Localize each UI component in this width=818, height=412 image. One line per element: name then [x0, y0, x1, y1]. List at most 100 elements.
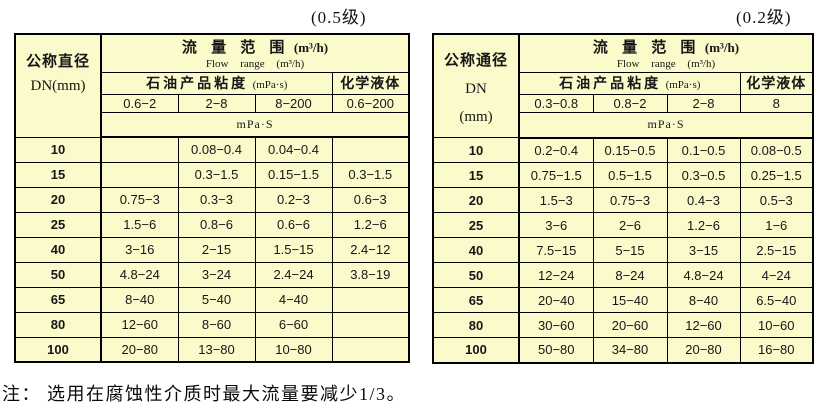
flow-value: 20−40: [518, 287, 594, 313]
flow-value: 2−6: [592, 212, 668, 238]
dn-value: 80: [14, 311, 102, 338]
flow-value: 2.4−24: [254, 261, 333, 288]
dn-header-line: 公称直径: [25, 54, 90, 70]
header-row-flow: 公称直径 DN(mm) 流 量 范 围 (m³/h) Flow range (m…: [14, 33, 410, 138]
flow-value: 50−80: [518, 337, 594, 363]
flow-value: 10−60: [739, 312, 814, 338]
flow-value: [100, 136, 179, 163]
table-row: 10 0.2−0.4 0.15−0.5 0.1−0.5 0.08−0.5: [432, 137, 814, 163]
dn-column-header: 公称通径 DN (mm): [432, 33, 520, 138]
flow-value: [331, 136, 410, 163]
accuracy-class-title-0-2: (0.2级): [736, 8, 792, 27]
dn-value: 65: [432, 287, 520, 313]
flow-value: 1.5−6: [100, 211, 179, 238]
flow-range-title-cn: 流 量 范 围: [592, 39, 701, 57]
viscosity-unit-row: mPa·S: [100, 111, 410, 138]
flow-value: [331, 311, 410, 338]
flow-value: 4.8−24: [100, 261, 179, 288]
flow-value: 20−80: [100, 336, 179, 363]
dn-value: 25: [14, 211, 102, 238]
petroleum-viscosity-unit: (mPa·s): [665, 79, 701, 92]
header-row-flow: 公称通径 DN (mm) 流 量 范 围 (m³/h) Flow range (…: [432, 33, 814, 138]
dn-value: 10: [14, 136, 102, 163]
header-row-viscosity-ranges: 0.6−2 2−8 8−200 0.6−200: [15, 93, 410, 113]
footnote: 注： 选用在腐蚀性介质时最大流量要减少1/3。: [2, 384, 406, 404]
header-row-media: 石油产品粘度 (mPa·s) 化学液体: [15, 71, 410, 95]
viscosity-unit-row: mPa·S: [518, 111, 814, 139]
flow-value: 0.75−3: [592, 187, 668, 213]
dn-value: 100: [432, 337, 520, 363]
flow-value: 6.5−40: [739, 287, 814, 313]
flow-value: 1.5−15: [254, 236, 333, 263]
table-row: 20 0.75−3 0.3−3 0.2−3 0.6−3: [14, 186, 410, 213]
flow-range-title-cn: 流 量 范 围: [181, 39, 290, 57]
flow-value: 0.8−6: [177, 211, 256, 238]
table-row: 80 30−60 20−60 12−60 10−60: [432, 312, 814, 338]
chemical-liquid-header: 化学液体: [331, 71, 410, 95]
flow-value: 6−60: [254, 311, 333, 338]
flow-value: 0.3−1.5: [331, 161, 410, 188]
flow-value: 8−40: [666, 287, 741, 313]
flow-value: 15−40: [592, 287, 668, 313]
flow-value: 16−80: [739, 337, 814, 363]
flow-value: 20−60: [592, 312, 668, 338]
table-row: 65 20−40 15−40 8−40 6.5−40: [432, 287, 814, 313]
flow-value: 2.4−12: [331, 236, 410, 263]
petroleum-viscosity-label: 石油产品粘度: [146, 75, 249, 91]
flow-range-title-en: Flow range (m³/h): [616, 58, 716, 71]
dn-value: 80: [432, 312, 520, 338]
viscosity-range-cell: 8−200: [254, 93, 333, 113]
flow-value: 0.2−0.4: [518, 137, 594, 163]
table-row: 15 0.75−1.5 0.5−1.5 0.3−0.5 0.25−1.5: [432, 162, 814, 188]
flow-value: 2.5−15: [739, 237, 814, 263]
dn-value: 25: [432, 212, 520, 238]
flow-value: 0.25−1.5: [739, 162, 814, 188]
viscosity-range-cell: 2−8: [177, 93, 256, 113]
table-row: 40 3−16 2−15 1.5−15 2.4−12: [14, 236, 410, 263]
dn-value: 50: [432, 262, 520, 288]
viscosity-range-cell: 8: [739, 93, 814, 113]
flow-value: 0.08−0.5: [739, 137, 814, 163]
dn-value: 50: [14, 261, 102, 288]
flow-value: 8−60: [177, 311, 256, 338]
flow-value: 13−80: [177, 336, 256, 363]
viscosity-range-cell: 0.6−200: [331, 93, 410, 113]
flow-value: 3−6: [518, 212, 594, 238]
flow-range-header-cell: 流 量 范 围 (m³/h) Flow range (m³/h): [100, 33, 410, 73]
flow-value: 20−80: [666, 337, 741, 363]
flow-value: 34−80: [592, 337, 668, 363]
flow-value: 8−40: [100, 286, 179, 313]
flow-value: 4.8−24: [666, 262, 741, 288]
viscosity-range-cell: 2−8: [666, 93, 741, 113]
table-row: 100 20−80 13−80 10−80: [14, 336, 410, 363]
dn-value: 40: [432, 237, 520, 263]
flow-value: 0.75−3: [100, 186, 179, 213]
flow-range-unit: (m³/h): [704, 40, 740, 56]
viscosity-range-cell: 0.8−2: [592, 93, 668, 113]
flow-value: 1.2−6: [331, 211, 410, 238]
petroleum-viscosity-header: 石油产品粘度 (mPa·s): [100, 71, 333, 95]
flow-value: 0.08−0.4: [177, 136, 256, 163]
flow-value: 3.8−19: [331, 261, 410, 288]
petroleum-viscosity-unit: (mPa·s): [252, 79, 288, 91]
viscosity-range-cell: 0.6−2: [100, 93, 179, 113]
flow-value: 0.6−3: [331, 186, 410, 213]
flow-value: 0.5−1.5: [592, 162, 668, 188]
viscosity-range-cell: 0.3−0.8: [518, 93, 594, 113]
flow-value: [100, 161, 179, 188]
flow-value: 0.15−0.5: [592, 137, 668, 163]
flow-value: 3−24: [177, 261, 256, 288]
flow-value: 12−60: [100, 311, 179, 338]
header-row-unit: mPa·S: [15, 111, 410, 138]
flow-value: 0.3−3: [177, 186, 256, 213]
dn-value: 10: [432, 137, 520, 163]
table-row: 50 12−24 8−24 4.8−24 4−24: [432, 262, 814, 288]
flow-value: [331, 286, 410, 313]
flow-value: 4−40: [254, 286, 333, 313]
dn-value: 40: [14, 236, 102, 263]
dn-header-line: DN: [465, 81, 487, 97]
flow-value: 1.5−3: [518, 187, 594, 213]
flow-value: 5−15: [592, 237, 668, 263]
table-row: 80 12−60 8−60 6−60: [14, 311, 410, 338]
